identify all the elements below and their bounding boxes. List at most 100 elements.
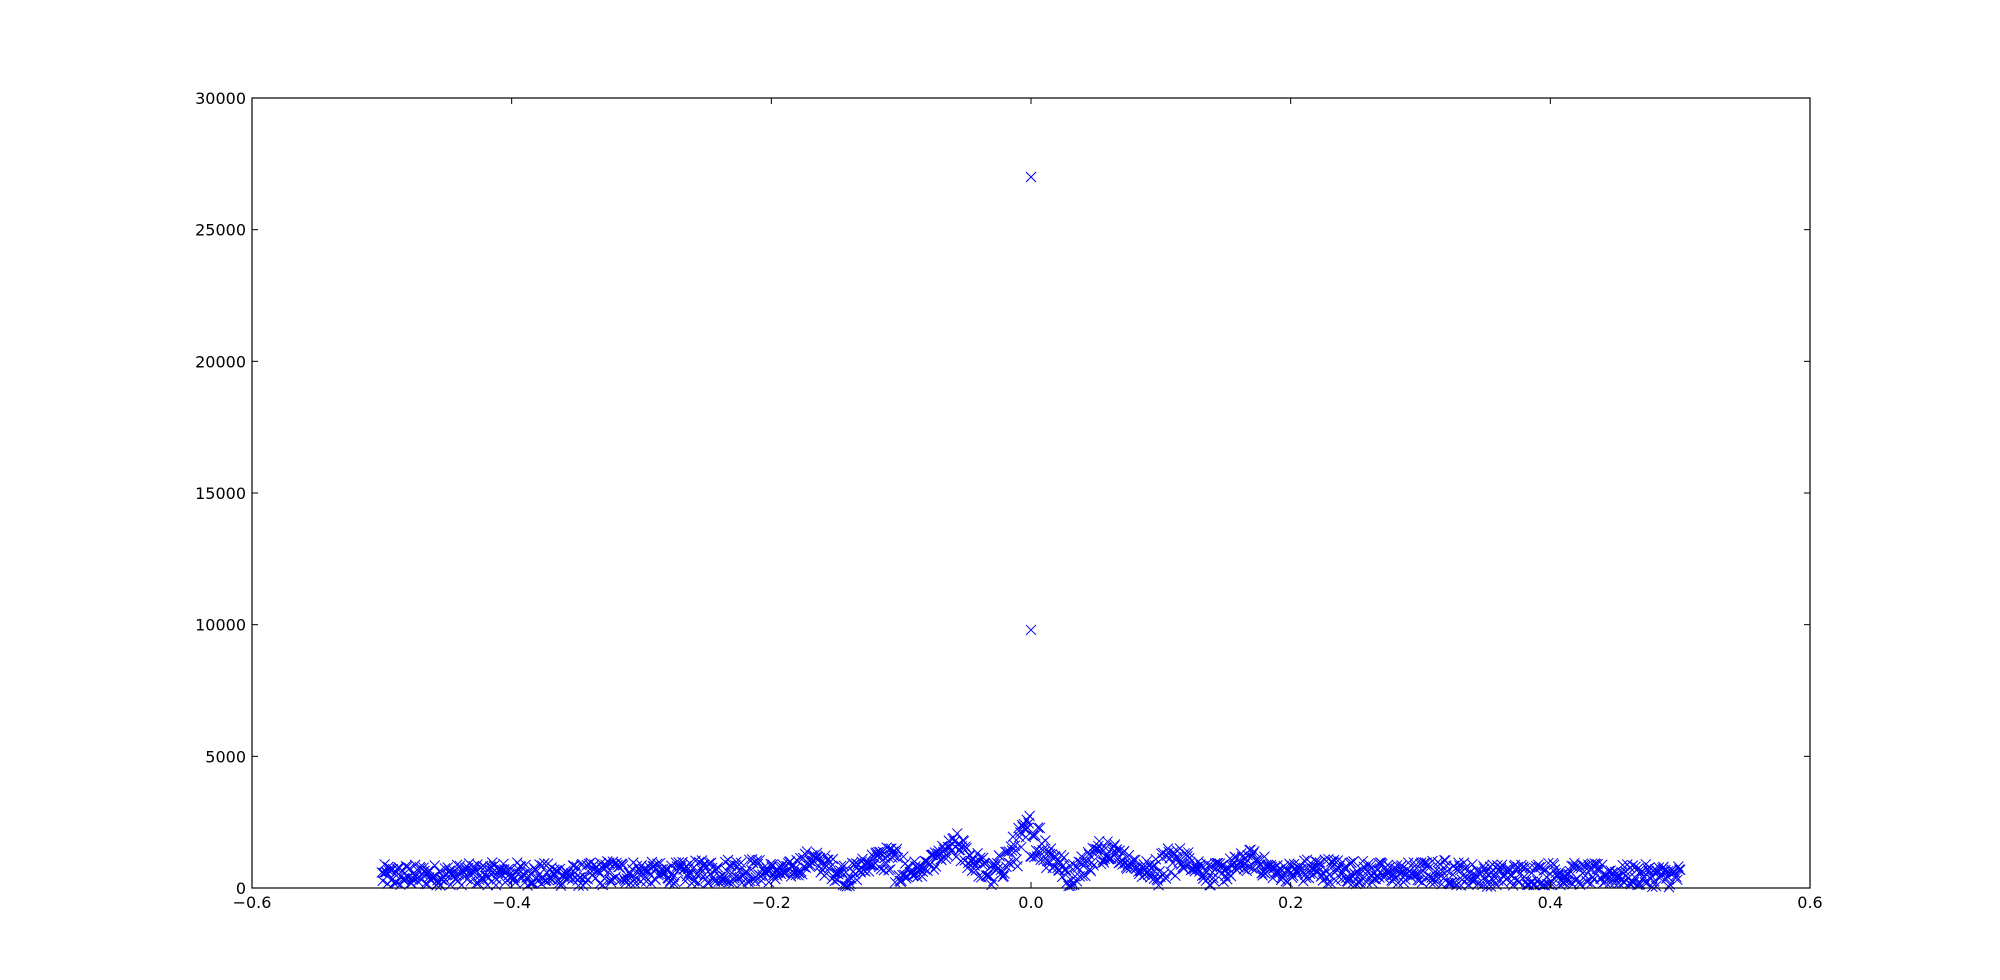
data-point — [880, 857, 892, 868]
data-point — [1024, 810, 1035, 822]
data-point — [1626, 876, 1638, 888]
data-point — [1006, 845, 1018, 856]
data-point — [1243, 861, 1254, 872]
data-point — [951, 828, 963, 839]
data-point — [867, 859, 879, 871]
data-point — [1313, 862, 1325, 873]
data-point — [996, 867, 1008, 879]
data-point — [1343, 872, 1355, 884]
data-point — [1389, 872, 1401, 884]
data-point — [1650, 880, 1662, 892]
data-point — [712, 861, 724, 873]
data-point — [1364, 860, 1376, 872]
data-point — [1079, 870, 1091, 882]
data-point — [745, 864, 757, 876]
data-point — [1538, 865, 1550, 876]
data-point — [504, 872, 516, 884]
data-point — [1324, 877, 1336, 889]
data-point — [418, 862, 429, 874]
data-point — [1041, 855, 1053, 867]
data-point — [944, 841, 956, 853]
data-point — [1062, 867, 1074, 879]
data-point — [1208, 872, 1219, 884]
data-point — [461, 873, 473, 885]
x-tick-label: 0.4 — [1538, 893, 1563, 912]
data-point — [1203, 860, 1215, 871]
data-point — [1050, 851, 1061, 863]
x-tick-label: 0.0 — [1018, 893, 1043, 912]
data-point — [730, 856, 742, 868]
data-point — [1156, 848, 1167, 860]
data-point — [979, 858, 991, 869]
data-point — [940, 853, 952, 865]
data-point — [924, 858, 936, 870]
x-tick-label: −0.2 — [752, 893, 791, 912]
data-point — [1183, 852, 1195, 864]
data-point — [1620, 865, 1631, 877]
data-point — [1199, 865, 1211, 877]
data-point — [1132, 866, 1144, 877]
data-point — [1114, 845, 1125, 856]
data-point — [671, 861, 683, 872]
data-point — [730, 859, 741, 871]
data-point — [1416, 876, 1428, 888]
data-point — [1246, 863, 1258, 874]
data-point — [600, 859, 611, 871]
data-point — [1582, 876, 1593, 888]
data-point — [1579, 861, 1590, 873]
data-point — [1260, 859, 1272, 871]
data-point — [1165, 866, 1177, 878]
data-point — [1643, 865, 1654, 877]
data-point — [388, 877, 400, 889]
data-point-outlier — [1025, 624, 1037, 636]
data-point — [692, 877, 704, 889]
data-point — [754, 854, 765, 866]
data-point — [719, 856, 731, 868]
data-point — [560, 865, 571, 877]
data-point — [814, 852, 826, 864]
data-point — [631, 860, 643, 872]
data-point — [1286, 872, 1298, 883]
data-point — [1028, 851, 1040, 863]
data-point — [1039, 846, 1050, 858]
data-point — [378, 867, 390, 879]
data-point — [898, 869, 910, 881]
data-point — [1466, 873, 1477, 885]
data-point — [726, 867, 738, 879]
data-point — [575, 872, 586, 883]
data-point — [968, 857, 980, 869]
data-point — [1663, 881, 1675, 893]
data-point — [1322, 878, 1333, 889]
data-point — [1414, 874, 1425, 886]
data-point — [1208, 876, 1220, 887]
data-point — [1267, 872, 1279, 884]
data-point — [1673, 864, 1685, 875]
data-point — [1012, 860, 1023, 872]
data-point — [1507, 880, 1519, 891]
data-point — [1034, 822, 1046, 834]
data-point — [780, 867, 791, 879]
data-point — [1148, 873, 1160, 885]
data-point — [580, 876, 592, 888]
data-point — [1373, 857, 1384, 869]
data-point — [735, 857, 747, 869]
data-point — [891, 843, 903, 855]
data-point — [1569, 857, 1580, 869]
data-point — [534, 859, 545, 870]
data-point — [1121, 863, 1133, 875]
data-point — [928, 864, 940, 875]
data-point — [994, 851, 1006, 862]
data-point — [1672, 874, 1683, 886]
data-point — [819, 870, 830, 881]
data-point — [1169, 870, 1181, 881]
data-point — [865, 859, 877, 871]
data-point — [796, 868, 808, 880]
data-point — [1095, 858, 1107, 870]
y-tick-label: 30000 — [195, 89, 246, 108]
data-point — [1083, 849, 1095, 860]
data-point — [1617, 859, 1628, 871]
data-point — [961, 842, 972, 854]
data-point — [698, 859, 710, 871]
data-point — [669, 876, 681, 888]
